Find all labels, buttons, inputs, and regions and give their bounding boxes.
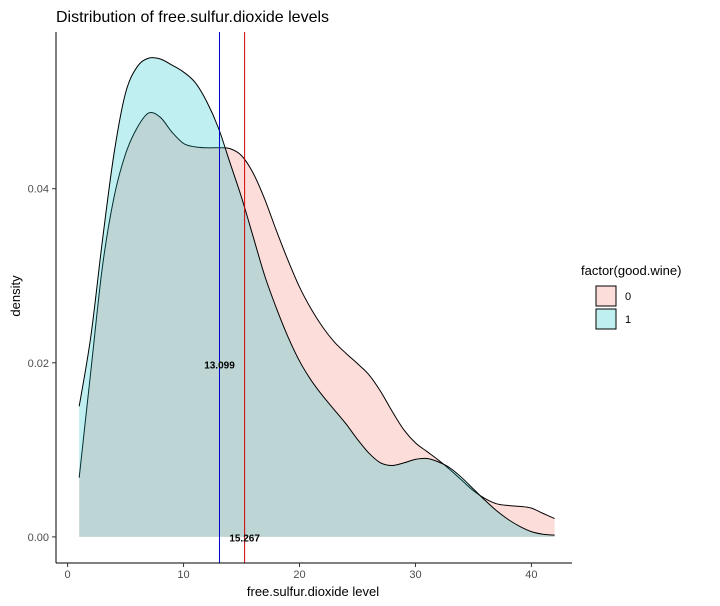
legend-key-bg-1 (596, 309, 616, 329)
legend-label-0: 0 (625, 291, 631, 303)
vline-layer: 13.099 15.267 (204, 32, 260, 563)
x-tick-label-10: 10 (177, 569, 189, 581)
plot-area: 13.099 15.267 0 10 20 30 40 0.00 0.02 0.04 (28, 32, 572, 581)
legend-title: factor(good.wine) (581, 263, 681, 278)
x-tick-label-30: 30 (409, 569, 421, 581)
legend-key-bg-0 (596, 286, 616, 306)
legend-key-1 (595, 308, 617, 330)
vline-label-15.267: 15.267 (229, 533, 260, 544)
x-tick-label-0: 0 (65, 569, 71, 581)
density-area-1 (79, 57, 555, 537)
chart-title: Distribution of free.sulfur.dioxide leve… (56, 9, 329, 26)
y-tick-label-1: 0.02 (28, 358, 49, 370)
legend-items: 01 (595, 285, 631, 330)
series-layer (78, 57, 555, 537)
y-axis-label: density (8, 275, 23, 317)
y-tick-label-0: 0.00 (28, 532, 49, 544)
y-axis-ticks: 0.00 0.02 0.04 (28, 184, 56, 544)
vline-label-13.099: 13.099 (204, 361, 235, 372)
legend-key-0 (595, 285, 617, 307)
legend: factor(good.wine) 01 (581, 263, 681, 330)
legend-label-1: 1 (625, 314, 631, 326)
y-tick-label-2: 0.04 (28, 184, 49, 196)
density-area-0 (79, 112, 555, 537)
x-tick-label-40: 40 (525, 569, 537, 581)
x-tick-label-20: 20 (293, 569, 305, 581)
density-line-0 (78, 111, 555, 520)
x-axis-label: free.sulfur.dioxide level (247, 584, 379, 599)
density-line-1 (78, 57, 555, 536)
x-axis-ticks: 0 10 20 30 40 (65, 563, 538, 581)
